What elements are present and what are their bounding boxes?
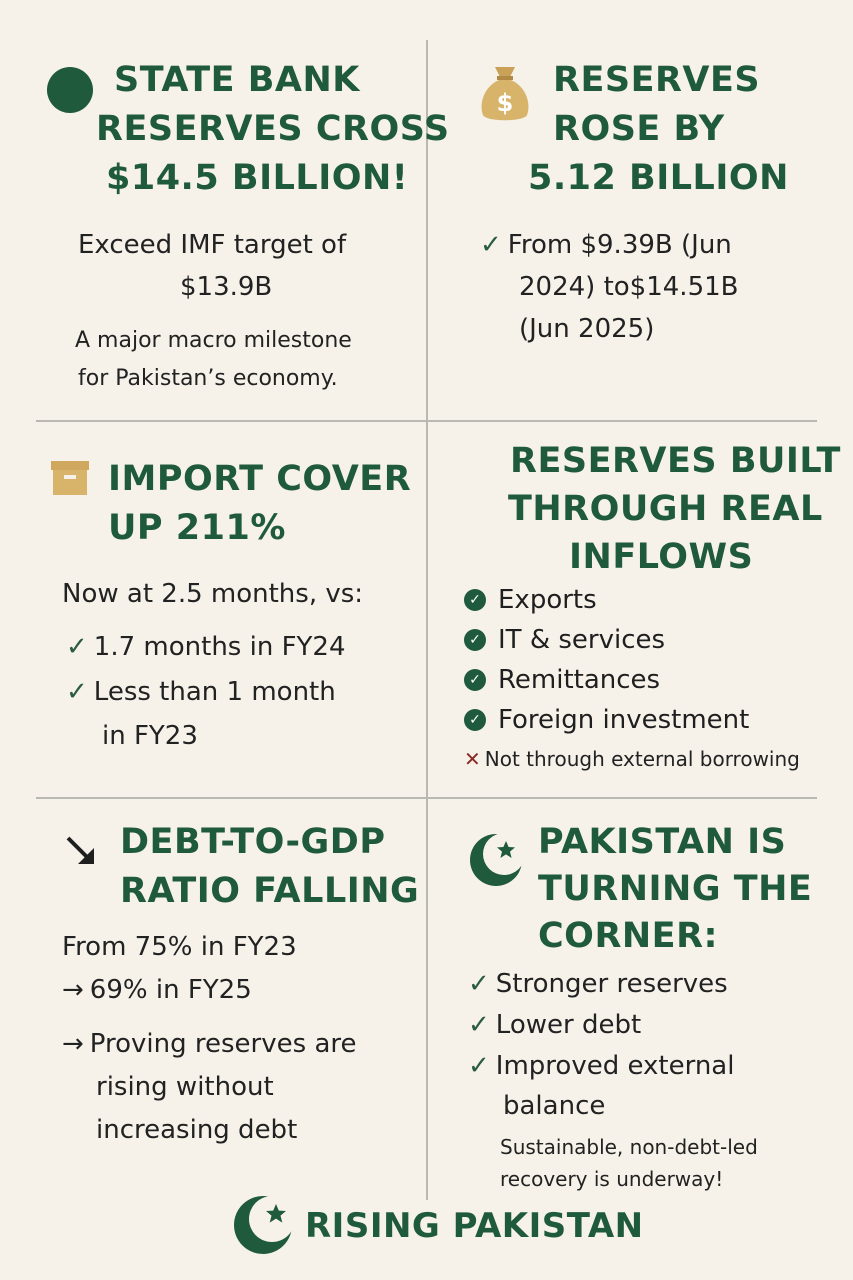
panel5-note-line1: → Proving reserves are bbox=[62, 1029, 357, 1059]
crescent-star-icon bbox=[470, 833, 524, 886]
horizontal-divider-bottom bbox=[36, 797, 817, 799]
svg-text:$: $ bbox=[497, 89, 514, 117]
check-circle-icon: ✓ bbox=[464, 589, 486, 611]
panel4-title-line3: INFLOWS bbox=[569, 537, 754, 577]
panel6-title-line1: PAKISTAN IS bbox=[538, 822, 787, 862]
check-icon: ✓ bbox=[468, 969, 490, 999]
green-circle-icon bbox=[47, 67, 93, 113]
cross-icon: ✕ bbox=[464, 747, 481, 771]
panel3-title-line2: UP 211% bbox=[108, 508, 286, 548]
panel1-line2: $13.9B bbox=[180, 272, 273, 302]
box-icon bbox=[51, 461, 89, 495]
check-icon: ✓ bbox=[468, 1010, 490, 1040]
inflows-list: ✓ Exports ✓ IT & services ✓ Remittances ✓ Fo… bbox=[464, 580, 749, 740]
panel6-item2: ✓ Lower debt bbox=[468, 1010, 642, 1040]
panel5-note-line3: increasing debt bbox=[96, 1115, 298, 1145]
panel5-line1: From 75% in FY23 bbox=[62, 932, 297, 962]
panel6-item3-cont: balance bbox=[503, 1091, 606, 1121]
panel6-item3: ✓ Improved external bbox=[468, 1051, 735, 1081]
list-item: ✓ IT & services bbox=[464, 620, 749, 660]
panel5-line2: → 69% in FY25 bbox=[62, 975, 252, 1005]
vertical-divider bbox=[426, 40, 428, 1200]
panel6-item1: ✓ Stronger reserves bbox=[468, 969, 728, 999]
panel3-item2: ✓ Less than 1 month bbox=[66, 677, 336, 707]
panel3-item2-cont: in FY23 bbox=[102, 721, 198, 751]
money-bag-icon: $ bbox=[481, 67, 529, 121]
panel2-line1: ✓ From $9.39B (Jun bbox=[480, 230, 732, 260]
panel5-title-line2: RATIO FALLING bbox=[120, 871, 420, 911]
check-icon: ✓ bbox=[66, 632, 88, 662]
list-item: ✓ Foreign investment bbox=[464, 700, 749, 740]
panel6-note-line2: recovery is underway! bbox=[500, 1167, 724, 1191]
panel6-title-line2: TURNING THE bbox=[538, 869, 813, 909]
check-icon: ✓ bbox=[468, 1051, 490, 1081]
panel6-title-line3: CORNER: bbox=[538, 916, 719, 956]
panel1-note-line1: A major macro milestone bbox=[75, 328, 352, 353]
panel4-title-line1: RESERVES BUILT bbox=[510, 441, 841, 481]
panel1-line1: Exceed IMF target of bbox=[78, 230, 347, 260]
panel3-item1: ✓ 1.7 months in FY24 bbox=[66, 632, 346, 662]
footer-title: RISING PAKISTAN bbox=[305, 1206, 644, 1246]
panel1-title-line2: RESERVES CROSS bbox=[96, 109, 450, 149]
panel2-title-line1: RESERVES bbox=[553, 60, 761, 100]
panel2-title-line3: 5.12 BILLION bbox=[528, 158, 789, 198]
panel1-title-line3: $14.5 BILLION! bbox=[106, 158, 409, 198]
panel2-title-line2: ROSE BY bbox=[553, 109, 725, 149]
list-item: ✓ Exports bbox=[464, 580, 749, 620]
check-circle-icon: ✓ bbox=[464, 629, 486, 651]
right-arrow-icon: → bbox=[62, 975, 84, 1005]
check-icon: ✓ bbox=[480, 230, 502, 260]
panel3-title-line1: IMPORT COVER bbox=[108, 459, 412, 499]
panel1-title-line1: STATE BANK bbox=[114, 60, 360, 100]
panel3-intro: Now at 2.5 months, vs: bbox=[62, 579, 364, 609]
check-icon: ✓ bbox=[66, 677, 88, 707]
panel4-title-line2: THROUGH REAL bbox=[508, 489, 823, 529]
trend-down-arrow-icon bbox=[66, 836, 94, 864]
horizontal-divider-top bbox=[36, 420, 817, 422]
panel2-line3: (Jun 2025) bbox=[519, 314, 655, 344]
check-circle-icon: ✓ bbox=[464, 669, 486, 691]
panel4-exclusion: ✕ Not through external borrowing bbox=[464, 747, 800, 771]
panel2-line2: 2024) to$14.51B bbox=[519, 272, 739, 302]
check-circle-icon: ✓ bbox=[464, 709, 486, 731]
panel5-title-line1: DEBT-TO-GDP bbox=[120, 822, 386, 862]
panel5-note-line2: rising without bbox=[96, 1072, 274, 1102]
panel6-note-line1: Sustainable, non-debt-led bbox=[500, 1135, 758, 1159]
crescent-star-icon bbox=[234, 1196, 294, 1254]
panel1-note-line2: for Pakistan’s economy. bbox=[78, 366, 338, 391]
right-arrow-icon: → bbox=[62, 1029, 84, 1059]
list-item: ✓ Remittances bbox=[464, 660, 749, 700]
